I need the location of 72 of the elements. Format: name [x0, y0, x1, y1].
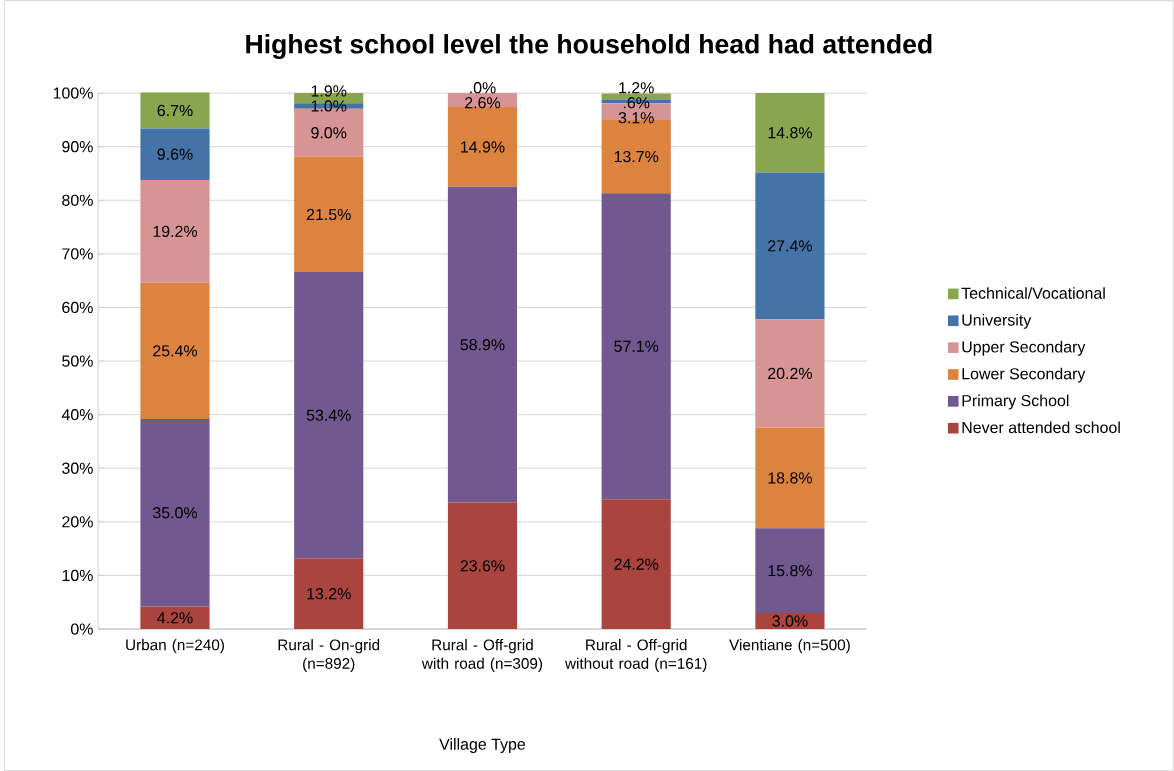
- x-tick-label: Rural - Off-grid without road (n=161): [564, 638, 707, 672]
- data-label: 13.2%: [307, 587, 351, 600]
- bar: [294, 558, 364, 629]
- legend-label: Lower Secondary: [962, 367, 1086, 383]
- data-label: 27.4%: [768, 240, 812, 252]
- bar: [755, 92, 825, 173]
- data-label: 3.1%: [618, 111, 654, 124]
- data-label: 1.2%: [619, 81, 654, 94]
- bar: [140, 418, 210, 607]
- data-label: 14.9%: [461, 141, 505, 153]
- data-label: 1.0%: [311, 100, 347, 112]
- data-label: 23.6%: [460, 559, 505, 572]
- bar: [140, 179, 210, 283]
- data-label: 15.8%: [768, 564, 812, 577]
- data-label: 53.4%: [306, 409, 351, 421]
- bar: [140, 128, 210, 180]
- data-label: 25.4%: [153, 345, 198, 357]
- data-label: 3.0%: [772, 615, 808, 627]
- bar: [294, 271, 364, 559]
- data-label: 4.2%: [157, 612, 193, 624]
- data-label: .6%: [623, 96, 650, 109]
- x-axis-title: Village Type: [439, 737, 526, 753]
- bar: [755, 612, 825, 629]
- data-label: 13.7%: [614, 150, 659, 163]
- y-tick-label: 80%: [62, 194, 93, 206]
- legend-label: University: [962, 313, 1032, 329]
- bar: [601, 499, 671, 629]
- y-tick-label: 90%: [62, 140, 93, 153]
- legend-label: Upper Secondary: [962, 340, 1086, 356]
- legend-label: Technical/Vocational: [961, 286, 1105, 299]
- y-tick-label: 70%: [62, 248, 93, 260]
- y-tick-label: 50%: [62, 355, 93, 367]
- bar: [755, 528, 825, 613]
- data-label: 6.7%: [157, 104, 193, 116]
- y-tick-label: 0%: [70, 623, 93, 635]
- y-tick-label: 40%: [61, 408, 93, 421]
- bar: [755, 172, 825, 320]
- x-tick-label: Urban (n=240): [126, 638, 224, 654]
- bar: [601, 193, 671, 500]
- data-label: 9.6%: [157, 148, 193, 160]
- data-label: 24.2%: [614, 558, 659, 570]
- data-label: .0%: [470, 81, 496, 94]
- y-tick-label: 30%: [62, 462, 93, 474]
- y-tick-label: 100%: [53, 87, 93, 99]
- data-label: 35.0%: [152, 506, 198, 519]
- bar: [140, 606, 210, 629]
- data-label: 14.8%: [768, 126, 812, 139]
- y-tick-label: 10%: [62, 569, 93, 581]
- legend-label: Primary School: [962, 394, 1069, 410]
- chart-title: Highest school level the household head had attended: [246, 33, 932, 59]
- data-label: 20.2%: [768, 367, 812, 379]
- y-tick-label: 60%: [62, 301, 93, 313]
- x-tick-label: Rural - Off-grid with road (n=309): [421, 638, 543, 672]
- y-tick-label: 20%: [62, 516, 93, 528]
- data-label: 9.0%: [311, 126, 347, 139]
- bar: [755, 427, 825, 529]
- bar: [755, 319, 825, 428]
- data-label: 19.2%: [153, 225, 198, 237]
- bar: [447, 92, 518, 107]
- data-label: 57.1%: [614, 340, 659, 352]
- legend-label: Never attended school: [962, 421, 1120, 433]
- bar: [447, 186, 518, 503]
- bar: [447, 502, 518, 629]
- data-label: 2.6%: [465, 96, 501, 109]
- data-label: 21.5%: [306, 208, 351, 220]
- bar: [140, 92, 210, 129]
- bar: [294, 156, 364, 272]
- bar: [140, 282, 210, 419]
- data-label: 18.8%: [768, 472, 812, 484]
- x-tick-label: Rural - On-grid (n=892): [278, 638, 380, 672]
- x-tick-label: Vientiane (n=500): [729, 638, 850, 654]
- data-label: 58.9%: [460, 338, 505, 351]
